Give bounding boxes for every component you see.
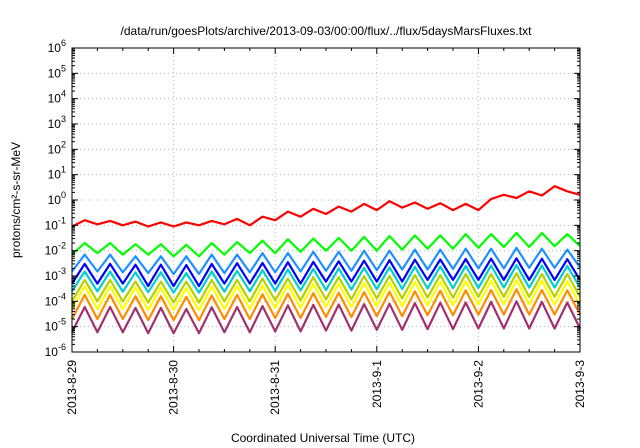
flux-series-line [71,185,581,228]
x-tick-label: 2013-9-2 [471,360,485,408]
y-tick-label: 10-1 [45,215,66,232]
y-axis-label: protons/cm²-s-sr-MeV [9,142,23,258]
series-layer [71,185,581,335]
y-tick-label: 101 [48,165,66,182]
chart-title: /data/run/goesPlots/archive/2013-09-03/0… [121,24,533,38]
y-tick-label: 104 [48,89,66,106]
x-tick-label: 2013-8-29 [65,360,79,415]
flux-series-line [71,231,581,258]
x-axis-label: Coordinated Universal Time (UTC) [231,431,415,445]
flux-series-line [71,264,581,294]
flux-series-line [71,288,581,322]
axis-ticks: 10-6 10-5 10-4 10-3 10-2 10-1 100 101 102 103 104 1… [45,38,587,415]
y-tick-label: 10-2 [45,241,66,258]
grid-lines [72,48,580,352]
flux-series-line [71,279,581,312]
x-tick-label: 2013-9-1 [370,360,384,408]
y-tick-label: 10-3 [45,266,66,283]
x-tick-label: 2013-9-3 [573,360,587,408]
flux-series-line [71,257,581,288]
y-tick-label: 10-6 [45,342,66,359]
y-tick-label: 105 [48,63,66,80]
y-tick-label: 103 [48,114,66,131]
flux-series-line [71,272,581,304]
y-tick-label: 10-5 [45,317,66,334]
y-tick-label: 102 [48,139,66,156]
x-tick-label: 2013-8-31 [268,360,282,415]
y-tick-label: 106 [48,38,66,55]
flux-series-line [71,300,581,335]
x-tick-label: 2013-8-30 [167,360,181,415]
y-tick-label: 100 [48,190,66,207]
y-tick-label: 10-4 [45,291,66,308]
flux-series-line [71,246,581,276]
